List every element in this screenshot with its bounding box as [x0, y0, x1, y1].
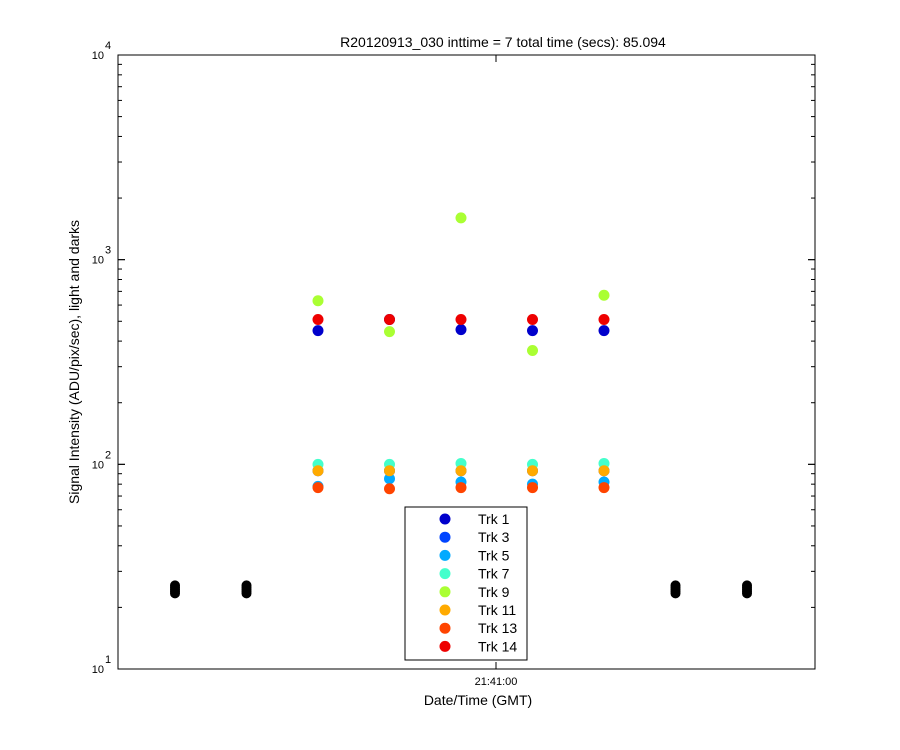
legend-label: Trk 7 — [478, 566, 510, 582]
y-axis-label: Signal Intensity (ADU/pix/sec), light an… — [66, 220, 82, 504]
legend-label: Trk 5 — [478, 547, 510, 563]
data-point — [384, 326, 395, 338]
legend-label: Trk 3 — [478, 529, 510, 545]
y-tick-exponent: 1 — [105, 654, 111, 666]
dark-point — [241, 588, 252, 599]
data-point — [598, 482, 610, 494]
y-tick-label: 10 — [92, 255, 104, 267]
legend-marker — [439, 604, 451, 616]
data-point — [527, 314, 538, 326]
data-point — [312, 295, 324, 307]
data-points — [170, 212, 752, 599]
x-tick-label: 21:41:00 — [475, 676, 518, 688]
data-point — [527, 482, 538, 494]
y-tick-label: 10 — [92, 664, 104, 676]
chart-title: R20120913_030 inttime = 7 total time (se… — [340, 34, 666, 50]
legend-marker — [439, 531, 451, 543]
data-point — [384, 483, 395, 495]
legend-marker — [439, 586, 451, 598]
legend-marker — [439, 568, 451, 580]
y-tick-label: 10 — [92, 50, 104, 62]
data-point — [527, 344, 538, 356]
y-tick-exponent: 2 — [105, 449, 111, 461]
data-point — [527, 325, 538, 337]
y-tick-exponent: 4 — [105, 40, 111, 52]
data-point — [312, 482, 324, 494]
dark-point — [742, 588, 752, 599]
legend-label: Trk 1 — [478, 511, 510, 527]
legend: Trk 1 Trk 3 Trk 5 Trk 7 Trk 9 Trk 11 Trk 13 Trk… — [404, 506, 528, 661]
data-point — [455, 314, 467, 326]
data-point — [384, 465, 395, 477]
data-point — [598, 465, 610, 477]
legend-marker — [439, 640, 451, 652]
data-point — [455, 212, 467, 224]
data-point — [312, 465, 324, 477]
legend-marker — [439, 622, 451, 634]
x-axis-label: Date/Time (GMT) — [424, 692, 532, 708]
legend-label: Trk 14 — [478, 638, 517, 654]
data-point — [527, 465, 538, 477]
data-point — [455, 465, 467, 477]
data-point — [598, 325, 610, 337]
data-point — [312, 325, 324, 337]
legend-marker — [439, 513, 451, 525]
data-point — [455, 482, 467, 494]
y-tick-label: 10 — [92, 459, 104, 471]
data-point — [312, 314, 324, 326]
legend-label: Trk 9 — [478, 584, 510, 600]
legend-box — [404, 506, 528, 661]
data-point — [384, 473, 395, 485]
legend-label: Trk 13 — [478, 620, 517, 636]
dark-point — [670, 588, 681, 599]
data-point — [598, 314, 610, 326]
data-point — [384, 314, 395, 326]
legend-marker — [439, 549, 451, 561]
data-point — [598, 289, 610, 301]
data-point — [455, 324, 467, 336]
x-axis: 21:41:00 — [475, 55, 518, 688]
dark-point — [170, 588, 180, 599]
legend-label: Trk 11 — [478, 602, 516, 618]
y-tick-exponent: 3 — [105, 245, 111, 257]
